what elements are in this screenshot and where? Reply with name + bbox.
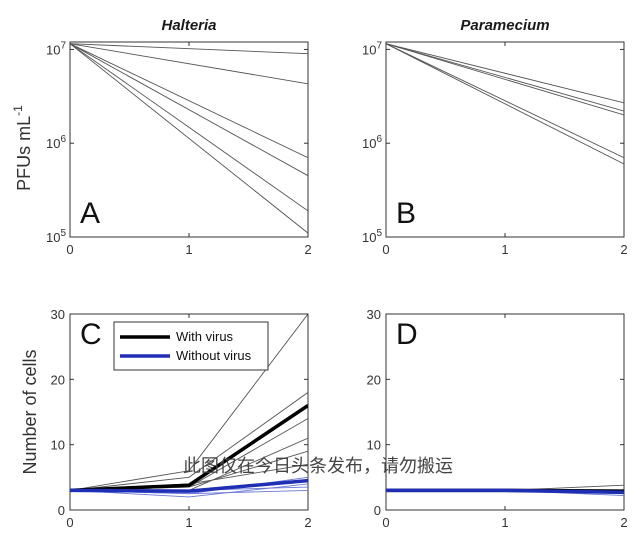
panel-b-frame <box>385 41 625 238</box>
panel-c-series-13 <box>70 478 308 493</box>
panel-a-y-tick-label: 106 <box>46 134 66 151</box>
panel-c-x-tick-label-2: 2 <box>304 515 311 530</box>
watermark: 此图仅在今日头条发布，请勿搬运 <box>183 456 453 477</box>
y-axis-label-cells: Number of cells <box>20 349 40 474</box>
panel-b-series-3 <box>386 43 624 116</box>
panel-a-y-tick-label: 107 <box>46 40 66 57</box>
legend-label-without-virus: Without virus <box>176 348 252 363</box>
y-tick-exponent: 7 <box>60 40 66 51</box>
y-tick-base: 10 <box>46 136 60 151</box>
panel-b-series-2 <box>386 43 624 112</box>
y-tick-exponent: 5 <box>60 228 66 239</box>
panel-c-series-12 <box>70 404 308 493</box>
panel-d-x-tick-label-1: 1 <box>501 515 508 530</box>
panel-a-series-4 <box>70 43 308 177</box>
panel-b-y-tick-label: 107 <box>362 40 382 57</box>
y-tick-exponent: 5 <box>376 228 382 239</box>
panel-c-x-tick-label-1: 1 <box>185 515 192 530</box>
panel-a-series-6 <box>70 43 308 234</box>
panel-c-series-2 <box>70 392 308 491</box>
panel-b-x-tick-label-1: 1 <box>501 242 508 257</box>
panel-d-x-tick-label-2: 2 <box>620 515 627 530</box>
panel-c-y-tick-label-10: 10 <box>51 438 65 453</box>
panel-d-frame <box>385 313 625 511</box>
panel-b-x-tick-label-2: 2 <box>620 242 627 257</box>
panel-a-title: Halteria <box>161 17 216 34</box>
y-tick-base: 10 <box>46 42 60 57</box>
panel-d-series-5 <box>386 488 624 495</box>
panel-b-series-5 <box>386 43 624 165</box>
panel-b-series-1 <box>386 43 624 104</box>
y-axis-label-pfus: PFUs mL-1 <box>11 105 34 191</box>
panel-a-series-3 <box>70 43 308 159</box>
y-axis-label-pfus-sup: -1 <box>11 105 25 116</box>
panel-d-x-tick-label-0: 0 <box>382 515 389 530</box>
panel-a-frame <box>69 41 309 238</box>
panel-d-y-tick-label-30: 30 <box>367 307 381 322</box>
panel-a-series-5 <box>70 43 308 212</box>
panel-d-letter: D <box>396 318 418 351</box>
panel-a-series-1 <box>70 43 308 55</box>
panel-c-letter: C <box>80 318 102 351</box>
svg-text:PFUs mL-1: PFUs mL-1 <box>11 105 34 191</box>
y-tick-base: 10 <box>362 230 376 245</box>
y-tick-base: 10 <box>362 42 376 57</box>
panel-c-y-tick-label-0: 0 <box>58 503 65 518</box>
legend-label-with-virus: With virus <box>176 329 234 344</box>
panel-a-y-tick-label: 105 <box>46 228 66 245</box>
legend-box <box>113 321 269 371</box>
panel-c-y-tick-label-30: 30 <box>51 307 65 322</box>
panel-a-x-tick-label-2: 2 <box>304 242 311 257</box>
panel-b-y-tick-label: 105 <box>362 228 382 245</box>
panel-d-series-group <box>386 484 624 497</box>
panel-b-title: Paramecium <box>460 17 549 34</box>
panel-b-letter: B <box>396 197 416 230</box>
panel-c-series-group <box>70 314 308 498</box>
panel-a-series-group <box>70 43 308 234</box>
legend: With virus Without virus <box>113 321 269 371</box>
panel-d-y-tick-label-0: 0 <box>374 503 381 518</box>
panel-b-series-4 <box>386 43 624 159</box>
panel-d-y-tick-label-20: 20 <box>367 372 381 387</box>
panel-a-x-tick-label-0: 0 <box>66 242 73 257</box>
y-tick-exponent: 6 <box>376 134 382 145</box>
y-axis-label-pfus-text: PFUs mL <box>14 116 34 191</box>
y-tick-exponent: 6 <box>60 134 66 145</box>
panel-b-y-tick-label: 106 <box>362 134 382 151</box>
panel-c-x-tick-label-0: 0 <box>66 515 73 530</box>
y-tick-base: 10 <box>46 230 60 245</box>
panel-a-letter: A <box>80 197 100 230</box>
panel-d-y-tick-label-10: 10 <box>367 438 381 453</box>
y-tick-exponent: 7 <box>376 40 382 51</box>
panel-b-x-tick-label-0: 0 <box>382 242 389 257</box>
panel-a-series-2 <box>70 43 308 85</box>
panel-b-series-group <box>386 43 624 165</box>
y-tick-base: 10 <box>362 136 376 151</box>
panel-a-x-tick-label-1: 1 <box>185 242 192 257</box>
panel-c-y-tick-label-20: 20 <box>51 372 65 387</box>
